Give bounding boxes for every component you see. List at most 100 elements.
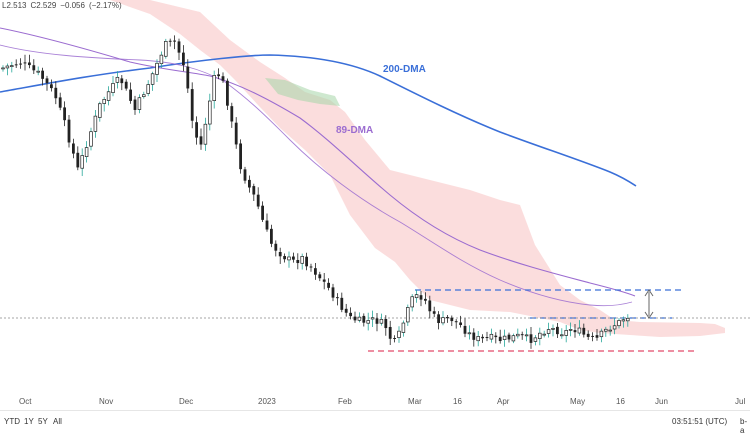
candle: [591, 332, 594, 342]
candle: [234, 117, 238, 149]
candle: [450, 315, 454, 327]
x-tick-label: May: [570, 397, 585, 406]
moving-averages: [0, 27, 637, 307]
candle: [106, 86, 111, 106]
candle: [604, 326, 608, 337]
candle: [164, 38, 168, 59]
x-tick-label: 16: [616, 397, 625, 406]
candle: [32, 59, 36, 75]
candle: [226, 78, 229, 111]
candle: [454, 319, 458, 329]
candle: [362, 313, 366, 327]
dma-short-line: [0, 44, 633, 307]
timeframe-5y-button[interactable]: 5Y: [38, 417, 48, 426]
candle: [542, 330, 546, 338]
candle: [524, 328, 529, 342]
candle: [93, 110, 98, 138]
candle: [318, 271, 322, 282]
candle: [177, 38, 181, 61]
candle: [520, 331, 524, 340]
candlesticks: [1, 35, 630, 349]
candle: [476, 331, 480, 347]
candle: [270, 224, 273, 248]
price-levels: [0, 289, 750, 352]
candle: [230, 102, 234, 128]
candle: [243, 166, 247, 184]
candle: [98, 101, 102, 122]
candle: [533, 335, 538, 346]
candle: [203, 117, 208, 151]
candle: [388, 320, 392, 346]
candle: [221, 72, 225, 83]
candle: [41, 67, 44, 86]
candle: [208, 93, 212, 131]
candle: [159, 51, 164, 68]
ohlc-low: L2.513: [2, 1, 27, 10]
candle: [366, 312, 370, 331]
ohlc-close: C2.529: [30, 1, 57, 10]
cloud-bullish-area: [265, 78, 340, 106]
candle: [556, 322, 559, 339]
candle: [406, 304, 410, 326]
candle: [265, 213, 269, 232]
candle: [463, 318, 467, 338]
candle: [538, 327, 542, 346]
candle: [36, 66, 40, 76]
candle: [379, 313, 384, 326]
candle: [314, 263, 317, 280]
x-tick-label: Dec: [179, 397, 193, 406]
scale-mode-toggle[interactable]: b-a: [740, 417, 748, 435]
timeframe-1y-button[interactable]: 1Y: [24, 417, 34, 426]
candle: [278, 247, 282, 264]
candle: [287, 251, 291, 268]
candle: [494, 332, 498, 344]
candle: [58, 92, 62, 111]
candle: [375, 313, 379, 332]
candle: [137, 94, 142, 114]
candle: [217, 68, 220, 80]
candle: [331, 283, 335, 302]
candle: [10, 61, 14, 73]
x-axis: Oct Nov Dec 2023 Feb Mar 16 Apr May 16 J…: [19, 397, 745, 406]
x-tick-label: 16: [453, 397, 462, 406]
candle: [129, 82, 132, 104]
candle: [446, 314, 449, 323]
candle: [146, 80, 150, 97]
candle: [63, 101, 66, 127]
candle: [599, 328, 604, 343]
timeframe-ytd-button[interactable]: YTD: [4, 417, 20, 426]
x-tick-label: Apr: [497, 397, 510, 406]
candle: [67, 115, 71, 148]
candle: [511, 333, 516, 344]
candle: [150, 71, 155, 91]
candle: [80, 148, 84, 177]
timeframe-all-button[interactable]: All: [53, 417, 62, 426]
candle: [142, 91, 146, 99]
dma-89-line: [0, 27, 636, 297]
candle: [261, 201, 264, 223]
candle: [573, 323, 577, 338]
candle: [401, 320, 406, 337]
candle: [336, 293, 339, 306]
candle: [248, 175, 251, 193]
candle: [173, 35, 176, 50]
candle: [50, 79, 53, 92]
ohlc-readout: L2.513 C2.529 −0.056 (−2.17%): [2, 1, 126, 10]
candle: [560, 328, 564, 339]
candle: [459, 315, 462, 328]
candle: [481, 334, 484, 343]
candle: [89, 127, 93, 151]
candle: [582, 323, 586, 338]
candle: [252, 183, 256, 201]
candle: [551, 324, 555, 337]
candle: [182, 45, 185, 72]
candle: [617, 318, 621, 329]
candle: [410, 294, 414, 312]
candle: [384, 315, 388, 336]
candle: [467, 325, 472, 340]
candle: [612, 318, 617, 335]
candle: [546, 322, 551, 338]
candle: [296, 253, 300, 270]
candle: [5, 63, 10, 76]
